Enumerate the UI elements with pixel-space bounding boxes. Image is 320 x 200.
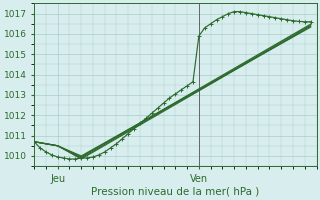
X-axis label: Pression niveau de la mer( hPa ): Pression niveau de la mer( hPa ) [91, 187, 260, 197]
